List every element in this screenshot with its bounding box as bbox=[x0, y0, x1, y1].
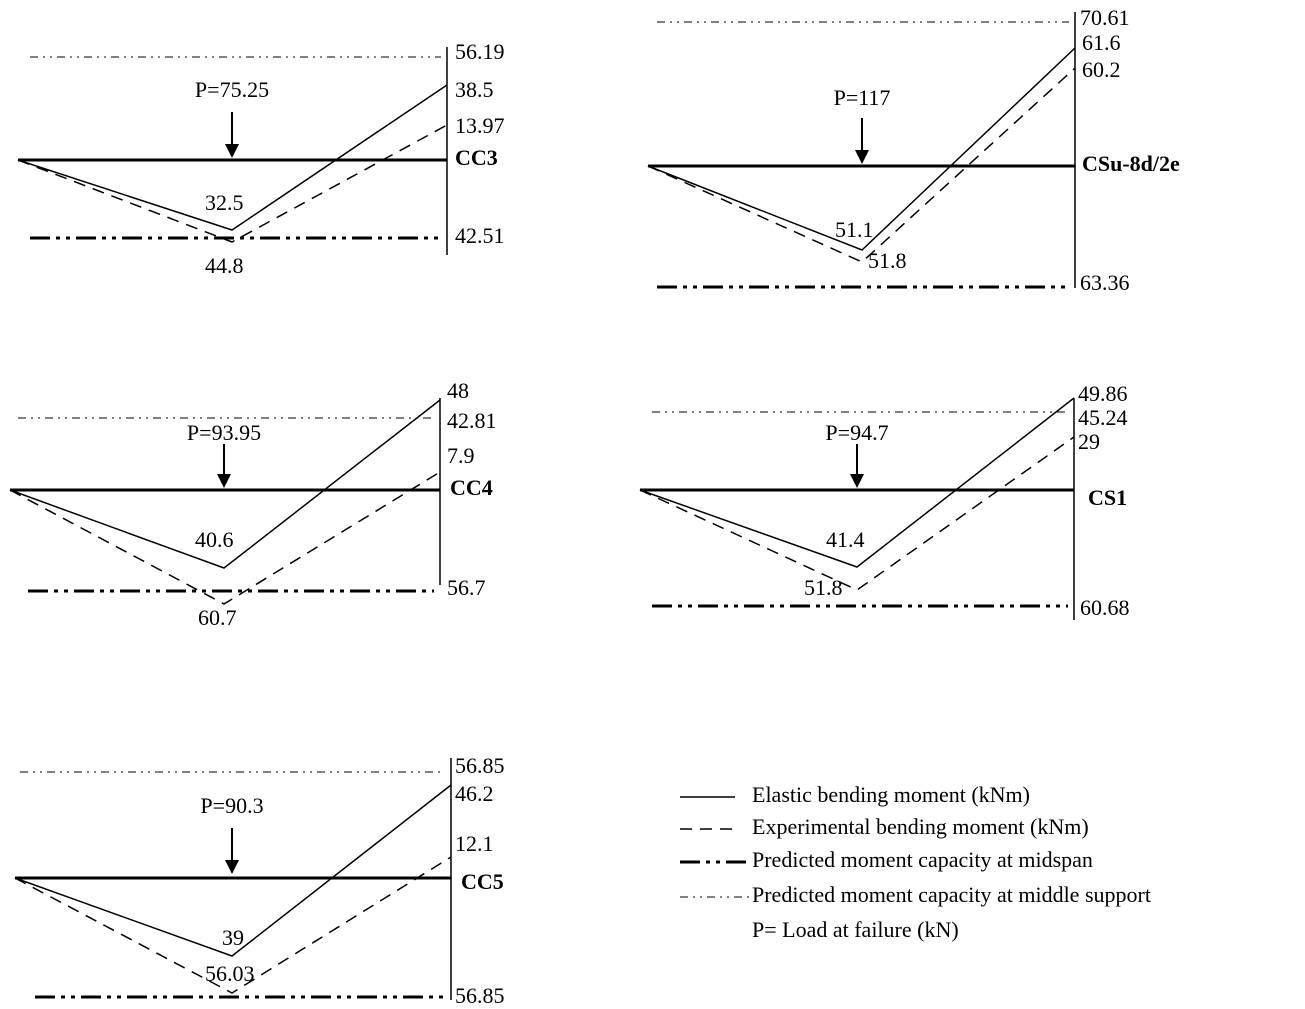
moment-value: 44.8 bbox=[205, 253, 244, 278]
moment-value: 40.6 bbox=[195, 527, 234, 552]
moment-value: 49.86 bbox=[1078, 381, 1128, 406]
moment-value: 56.85 bbox=[455, 983, 505, 1008]
elastic-moment bbox=[647, 47, 1076, 251]
moment-value: 56.7 bbox=[447, 575, 486, 600]
elastic-moment bbox=[17, 84, 448, 231]
legend: Elastic bending moment (kNm) Experimenta… bbox=[680, 782, 1151, 942]
moment-value: 13.97 bbox=[455, 113, 505, 138]
moment-panel: P=93.95 CC4 42.81 48 7.9 40.6 60.7 56.7 bbox=[9, 378, 497, 630]
legend-text: Predicted moment capacity at middle supp… bbox=[752, 882, 1151, 907]
moment-value: 48 bbox=[447, 378, 469, 403]
moment-value: 56.85 bbox=[455, 753, 505, 778]
elastic-moment bbox=[9, 399, 441, 569]
moment-value: 39 bbox=[222, 925, 244, 950]
moment-value: 29 bbox=[1078, 429, 1100, 454]
moment-value: 45.24 bbox=[1078, 405, 1128, 430]
moment-value: 60.2 bbox=[1082, 57, 1121, 82]
experimental-moment bbox=[647, 67, 1076, 263]
legend-text: Experimental bending moment (kNm) bbox=[752, 814, 1089, 839]
load-label: P=93.95 bbox=[187, 420, 261, 445]
moment-value: 70.61 bbox=[1080, 5, 1130, 30]
load-arrowhead bbox=[225, 144, 239, 158]
moment-value: 38.5 bbox=[455, 77, 494, 102]
panel-name: CC4 bbox=[450, 475, 493, 500]
moment-value: 7.9 bbox=[447, 443, 475, 468]
experimental-moment bbox=[14, 856, 452, 994]
load-label: P=90.3 bbox=[200, 793, 263, 818]
load-label: P=94.7 bbox=[825, 420, 888, 445]
moment-value: 51.1 bbox=[835, 217, 874, 242]
moment-panel: P=90.3 CC5 56.85 46.2 12.1 39 56.03 56.85 bbox=[14, 753, 505, 1008]
elastic-moment bbox=[639, 397, 1075, 568]
load-arrowhead bbox=[850, 474, 864, 488]
moment-value: 60.7 bbox=[198, 605, 237, 630]
load-arrowhead bbox=[855, 150, 869, 164]
legend-text: P= Load at failure (kN) bbox=[752, 917, 959, 942]
load-label: P=117 bbox=[834, 85, 891, 110]
panel-name: CC3 bbox=[455, 145, 498, 170]
legend-text: Predicted moment capacity at midspan bbox=[752, 847, 1093, 872]
moment-value: 46.2 bbox=[455, 781, 494, 806]
panel-name: CSu-8d/2e bbox=[1082, 151, 1180, 176]
moment-value: 32.5 bbox=[205, 190, 244, 215]
load-label: P=75.25 bbox=[195, 77, 269, 102]
moment-value: 42.51 bbox=[455, 223, 505, 248]
moment-value: 51.8 bbox=[868, 248, 907, 273]
load-arrowhead bbox=[225, 860, 239, 874]
moment-value: 56.19 bbox=[455, 39, 505, 64]
panel-name: CS1 bbox=[1088, 485, 1127, 510]
load-arrowhead bbox=[217, 474, 231, 488]
legend-text: Elastic bending moment (kNm) bbox=[752, 782, 1030, 807]
experimental-moment bbox=[17, 124, 448, 243]
experimental-moment bbox=[9, 471, 441, 605]
moment-value: 41.4 bbox=[826, 527, 865, 552]
moment-value: 56.03 bbox=[205, 961, 255, 986]
moment-value: 63.36 bbox=[1080, 270, 1130, 295]
elastic-moment bbox=[14, 784, 452, 957]
moment-value: 42.81 bbox=[447, 408, 497, 433]
moment-value: 60.68 bbox=[1080, 595, 1130, 620]
moment-value: 51.8 bbox=[804, 575, 843, 600]
moment-value: 12.1 bbox=[455, 831, 494, 856]
panel-name: CC5 bbox=[461, 869, 504, 894]
moment-value: 61.6 bbox=[1082, 30, 1121, 55]
moment-panel: P=75.25 CC3 56.19 38.5 13.97 32.5 44.8 42.51 bbox=[17, 39, 505, 278]
